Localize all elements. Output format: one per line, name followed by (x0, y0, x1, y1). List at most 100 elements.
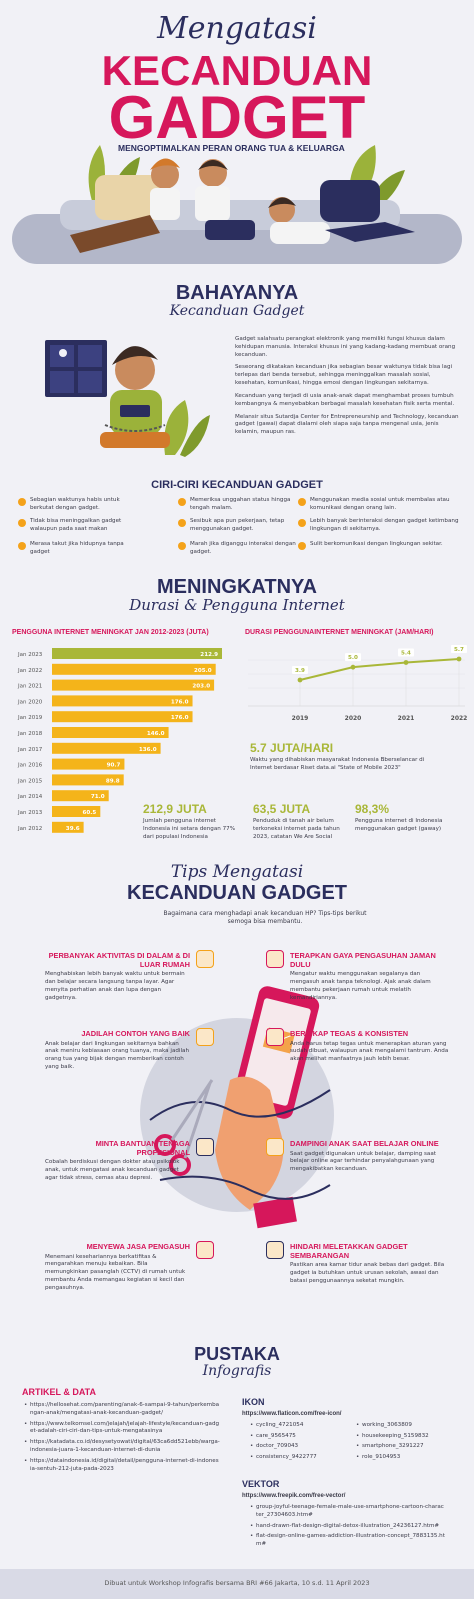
value-label: 176.0 (171, 699, 189, 705)
value-label: 176.0 (171, 715, 189, 721)
bar (52, 648, 222, 659)
x-tick-label: 2020 (345, 715, 362, 722)
ref-source: https://www.flaticon.com/free-icon/ (242, 1411, 342, 1417)
intro: Bagaimana cara menghadapi anak kecanduan… (163, 910, 367, 926)
bar (52, 758, 125, 770)
tip-icon (266, 950, 284, 968)
line-chart: DURASI PENGGUNAINTERNET MENINGKAT (JAM/H… (245, 629, 467, 722)
value-label: 212.9 (200, 652, 218, 658)
sign-item: Tidak bisa meninggalkan gadget walaupun … (30, 518, 122, 532)
value-label: 39.6 (66, 826, 80, 832)
value-label: 5.7 (454, 647, 464, 653)
bar (52, 742, 161, 754)
paragraph: Gadget salahsatu perangkat elektronik ya… (235, 336, 456, 358)
tip-icon (266, 1028, 284, 1046)
bar (52, 774, 124, 786)
header-illustration (12, 145, 462, 264)
tip-text: Anak belajar dari lingkungan sekitarnya … (45, 1040, 190, 1070)
chart-title: DURASI PENGGUNAINTERNET MENINGKAT (JAM/H… (245, 629, 433, 636)
section-title: MENINGKATNYA (156, 576, 317, 598)
sign-item: Menggunakan media sosial untuk membalas … (310, 497, 450, 511)
ref-heading: ARTIKEL & DATA (22, 1387, 96, 1397)
point (297, 677, 303, 683)
category-label: Jan 2013 (17, 810, 43, 816)
paragraph: Kecanduan yang terjadi di usia anak-anak… (235, 392, 455, 407)
ref-item: doctor_709043 (250, 1443, 298, 1451)
sign-item: Sebagian waktunya habis untuk berkutat d… (30, 497, 120, 511)
tip: TERAPKAN GAYA PENGASUHAN JAMAN DULU Menga… (290, 951, 450, 1002)
stat-value: 212,9 JUTA (143, 802, 207, 816)
bar (52, 821, 84, 833)
tip-title: BERSIKAP TEGAS & KONSISTEN (290, 1029, 409, 1038)
footer-text: Dibuat untuk Workshop Infografis bersama… (104, 1579, 370, 1587)
ref-link: https://www.telkomsel.com/jelajah/jelaja… (24, 1421, 220, 1437)
tip-text: Pastikan area kamar tidur anak bebas dar… (290, 1262, 445, 1284)
value-label: 90.7 (107, 763, 121, 769)
value-label: 5.4 (401, 651, 411, 657)
sign-item: Sulit berkomunikasi dengan lingkungan se… (310, 541, 443, 547)
label-bg (292, 666, 308, 674)
tip-icon (196, 950, 214, 968)
x-tick-label: 2021 (398, 715, 415, 722)
tip: PERBANYAK AKTIVITAS DI DALAM & DI LUAR R… (45, 951, 190, 1002)
ref-link: https://dataindonesia.id/digital/detail/… (24, 1458, 220, 1474)
sign-icon (298, 498, 306, 506)
stat-text: Jumlah pengguna internet Indonesia ini s… (143, 818, 236, 840)
category-label: Jan 2022 (17, 668, 42, 674)
bar (52, 679, 215, 691)
tip-title: HINDARI MELETAKKAN GADGET SEMBARANGAN (290, 1242, 408, 1260)
value-label: 203.0 (192, 684, 210, 690)
category-label: Jan 2015 (17, 778, 43, 784)
tip: MENYEWA JASA PENGASUH Menemani keseharian… (45, 1242, 190, 1293)
section-title: CIRI-CIRI KECANDUAN GADGET (151, 479, 323, 491)
ref-item: role_9104953 (356, 1454, 400, 1462)
tip: BERSIKAP TEGAS & KONSISTEN Anda harus tet… (290, 1029, 450, 1064)
ref-link: https://katadata.co.id/desysetyowati/dig… (24, 1439, 220, 1455)
ref-item: flat-design-online-games-addiction-illus… (250, 1533, 446, 1549)
tip-text: Menemani kesehariannya berkatifitas & me… (45, 1253, 186, 1291)
tip-text: Cobalah berdiskusi dengan dokter atau ps… (45, 1159, 180, 1181)
ref-item: cycling_4721054 (250, 1422, 303, 1430)
value-label: 89.8 (106, 778, 120, 784)
tip: MINTA BANTUAN TENAGA PROFESIONAL Cobalah … (45, 1139, 190, 1183)
sign-icon (178, 519, 186, 527)
section-title: PUSTAKA (194, 1344, 280, 1364)
section-subtitle: Infografis (202, 1363, 272, 1379)
subtitle: MENGOPTIMALKAN PERAN ORANG TUA & KELUARG… (118, 143, 345, 153)
tip-title: DAMPINGI ANAK SAAT BELAJAR ONLINE (290, 1139, 439, 1148)
sign-item: Sesibuk apa pun pekerjaan, tetap menggun… (190, 518, 285, 532)
tip-title: MINTA BANTUAN TENAGA PROFESIONAL (95, 1139, 190, 1157)
paragraph: Melansir situs Sutardja Center for Entre… (235, 413, 459, 436)
sign-icon (298, 542, 306, 550)
sign-item: Merasa takut jika hidupnya tanpa gadget (30, 541, 124, 555)
section-title: KECANDUAN GADGET (127, 882, 347, 904)
danger-illustration (45, 340, 210, 457)
value-label: 71.0 (91, 794, 105, 800)
category-label: Jan 2021 (17, 684, 42, 690)
tip-text: Menghabiskan lebih banyak waktu untuk be… (45, 971, 185, 1001)
point (456, 656, 462, 662)
chart-title: PENGGUNA INTERNET MENINGKAT JAN 2012-202… (12, 629, 209, 636)
script-title: Mengatasi (157, 11, 317, 46)
sign-icon (18, 542, 26, 550)
tip-icon (266, 1241, 284, 1259)
label-bg (398, 648, 414, 657)
ref-link: https://hellosehat.com/parenting/anak-6-… (24, 1402, 220, 1418)
tip-icon (196, 1028, 214, 1046)
stat-text: Waktu yang dihabiskan masyarakat Indones… (250, 757, 425, 771)
tip: DAMPINGI ANAK SAAT BELAJAR ONLINE Saat ga… (290, 1139, 450, 1174)
tip-text: Mengatur waktu menggunakan segalanya dan… (290, 971, 431, 1001)
bar (52, 711, 193, 723)
category-label: Jan 2017 (17, 747, 43, 753)
tip-text: Anda harus tetap tegas untuk menerapkan … (290, 1040, 449, 1063)
bar (52, 663, 216, 675)
point (403, 660, 409, 665)
tip: JADILAH CONTOH YANG BAIK Anak belajar dar… (45, 1029, 190, 1072)
ref-item: hand-drawn-flat-design-digital-detox-ill… (250, 1523, 446, 1531)
tip-title: PERBANYAK AKTIVITAS DI DALAM & DI LUAR R… (48, 951, 190, 969)
footer-band (0, 1569, 474, 1599)
tip-title: MENYEWA JASA PENGASUH (86, 1242, 190, 1251)
section-title: BAHAYANYA (175, 282, 299, 304)
